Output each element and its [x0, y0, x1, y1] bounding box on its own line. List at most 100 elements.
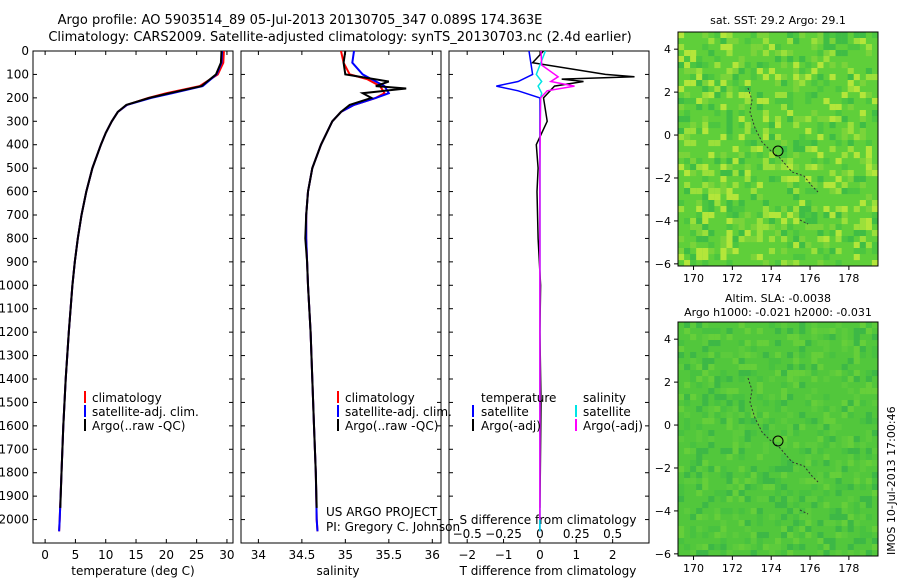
map-cell: [738, 340, 745, 347]
map-cell: [823, 158, 830, 165]
map-cell: [811, 188, 818, 195]
map-cell: [859, 526, 866, 533]
map-cell: [829, 538, 836, 545]
map-cell: [774, 80, 782, 87]
map-cell: [853, 520, 860, 527]
map-cell: [684, 134, 691, 141]
map-cell: [726, 50, 733, 57]
map-cell: [690, 334, 697, 341]
map-cell: [835, 260, 842, 267]
map-cell: [726, 334, 733, 341]
map-cell: [793, 86, 800, 93]
temperature-x-axis: 0 5 10 15 20 25 30: [41, 51, 235, 562]
map-cell: [708, 328, 715, 335]
map-cell: [708, 466, 715, 473]
map-cell: [720, 394, 727, 401]
depth-axis: 0 100 200 300 400 500 600 700 800 900 1000 1100 1200…: [0, 44, 649, 527]
map-cell: [732, 212, 739, 219]
map-cell: [726, 32, 733, 39]
map-cell: [684, 182, 691, 189]
map-cell: [865, 496, 872, 503]
map-cell: [865, 170, 872, 177]
map-cell: [781, 164, 788, 171]
map-cell: [841, 436, 848, 443]
map-cell: [799, 346, 806, 353]
map-cell: [756, 418, 763, 425]
x-tick-label: 0: [41, 548, 49, 562]
map-cell: [768, 224, 775, 231]
map-cell: [841, 128, 848, 135]
map-cell: [787, 38, 794, 45]
map-cell: [774, 340, 782, 347]
map-cell: [817, 532, 824, 539]
legend-title-salinity: salinity: [583, 391, 626, 405]
map-cell: [811, 400, 818, 407]
map-cell: [853, 134, 860, 141]
map-lon-label: 172: [722, 272, 743, 285]
map-cell: [799, 242, 806, 249]
map-cell: [720, 254, 727, 261]
map-cell: [678, 254, 685, 261]
map-cell: [684, 544, 691, 551]
map-cell: [817, 164, 824, 171]
map-cell: [726, 242, 733, 249]
map-cell: [871, 164, 879, 171]
map-cell: [841, 32, 848, 39]
map-lat-label: −2: [655, 172, 671, 185]
map-cell: [829, 104, 836, 111]
map-cell: [805, 188, 812, 195]
map-cell: [756, 376, 763, 383]
map-cell: [768, 68, 775, 75]
x-tick-label: 10: [98, 548, 113, 562]
map-cell: [859, 460, 866, 467]
map-cell: [750, 484, 757, 491]
map-cell: [738, 86, 745, 93]
map-cell: [853, 248, 860, 255]
map-cell: [853, 502, 860, 509]
map-cell: [702, 212, 709, 219]
map-cell: [853, 448, 860, 455]
map-cell: [732, 448, 739, 455]
map-cell: [865, 418, 872, 425]
map-cell: [744, 152, 751, 159]
map-cell: [829, 32, 836, 39]
map-cell: [750, 352, 757, 359]
map-cell: [678, 526, 685, 533]
map-cell: [684, 218, 691, 225]
x-tick-label: 35.5: [375, 548, 402, 562]
map-cell: [708, 50, 715, 57]
map-cell: [817, 236, 824, 243]
map-cell: [714, 412, 721, 419]
map-cell: [871, 472, 879, 479]
map-cell: [865, 74, 872, 81]
map-cell: [726, 496, 733, 503]
map-cell: [684, 80, 691, 87]
map-cell: [781, 140, 788, 147]
map-cell: [738, 544, 745, 551]
legend-label-sal-argo: Argo(-adj): [583, 419, 643, 433]
map-cell: [829, 182, 836, 189]
map-cell: [720, 490, 727, 497]
map-cell: [708, 496, 715, 503]
map-cell: [726, 478, 733, 485]
map-lat-label: 4: [664, 43, 671, 56]
map-cell: [684, 478, 691, 485]
map-cell: [841, 376, 848, 383]
map-cell: [690, 128, 697, 135]
map-cell: [750, 146, 757, 153]
map-cell: [726, 230, 733, 237]
map-cell: [823, 502, 830, 509]
map-cell: [768, 176, 775, 183]
map-cell: [871, 430, 879, 437]
map-cell: [781, 80, 788, 87]
map-cell: [702, 116, 709, 123]
map-cell: [774, 370, 782, 377]
map-cell: [871, 478, 879, 485]
map-cell: [781, 230, 788, 237]
map-cell: [744, 370, 751, 377]
map-cell: [853, 176, 860, 183]
map-cell: [738, 406, 745, 413]
map-cell: [793, 352, 800, 359]
map-cell: [756, 544, 763, 551]
map-cell: [762, 38, 769, 45]
